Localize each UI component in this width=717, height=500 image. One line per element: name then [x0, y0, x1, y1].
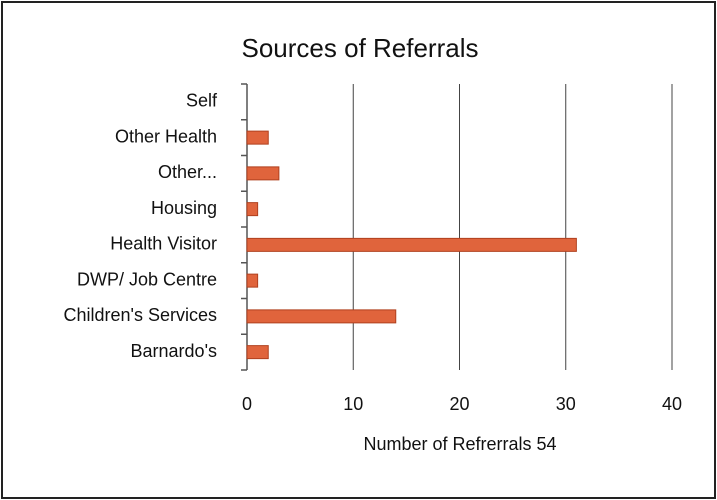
y-tick-label: DWP/ Job Centre — [77, 269, 217, 289]
y-tick-label: Health Visitor — [110, 234, 217, 254]
bar — [246, 237, 577, 252]
x-tick-label: 0 — [242, 394, 252, 414]
bar — [246, 273, 259, 288]
y-tick-label: Barnardo's — [131, 341, 217, 361]
x-tick-label: 10 — [343, 394, 363, 414]
bar — [246, 166, 280, 181]
x-tick-label: 40 — [662, 394, 682, 414]
chart-title: Sources of Referrals — [242, 33, 479, 63]
x-axis-label: Number of Refrerrals 54 — [363, 434, 556, 454]
bar — [246, 345, 269, 360]
y-tick-label: Housing — [151, 198, 217, 218]
bar — [246, 202, 259, 217]
x-tick-label: 20 — [449, 394, 469, 414]
bar — [246, 130, 269, 145]
y-tick-label: Other... — [158, 162, 217, 182]
x-tick-label: 30 — [556, 394, 576, 414]
y-tick-label: Self — [186, 91, 218, 111]
bar — [246, 309, 397, 324]
y-tick-label: Other Health — [115, 126, 217, 146]
y-tick-label: Children's Services — [64, 305, 218, 325]
